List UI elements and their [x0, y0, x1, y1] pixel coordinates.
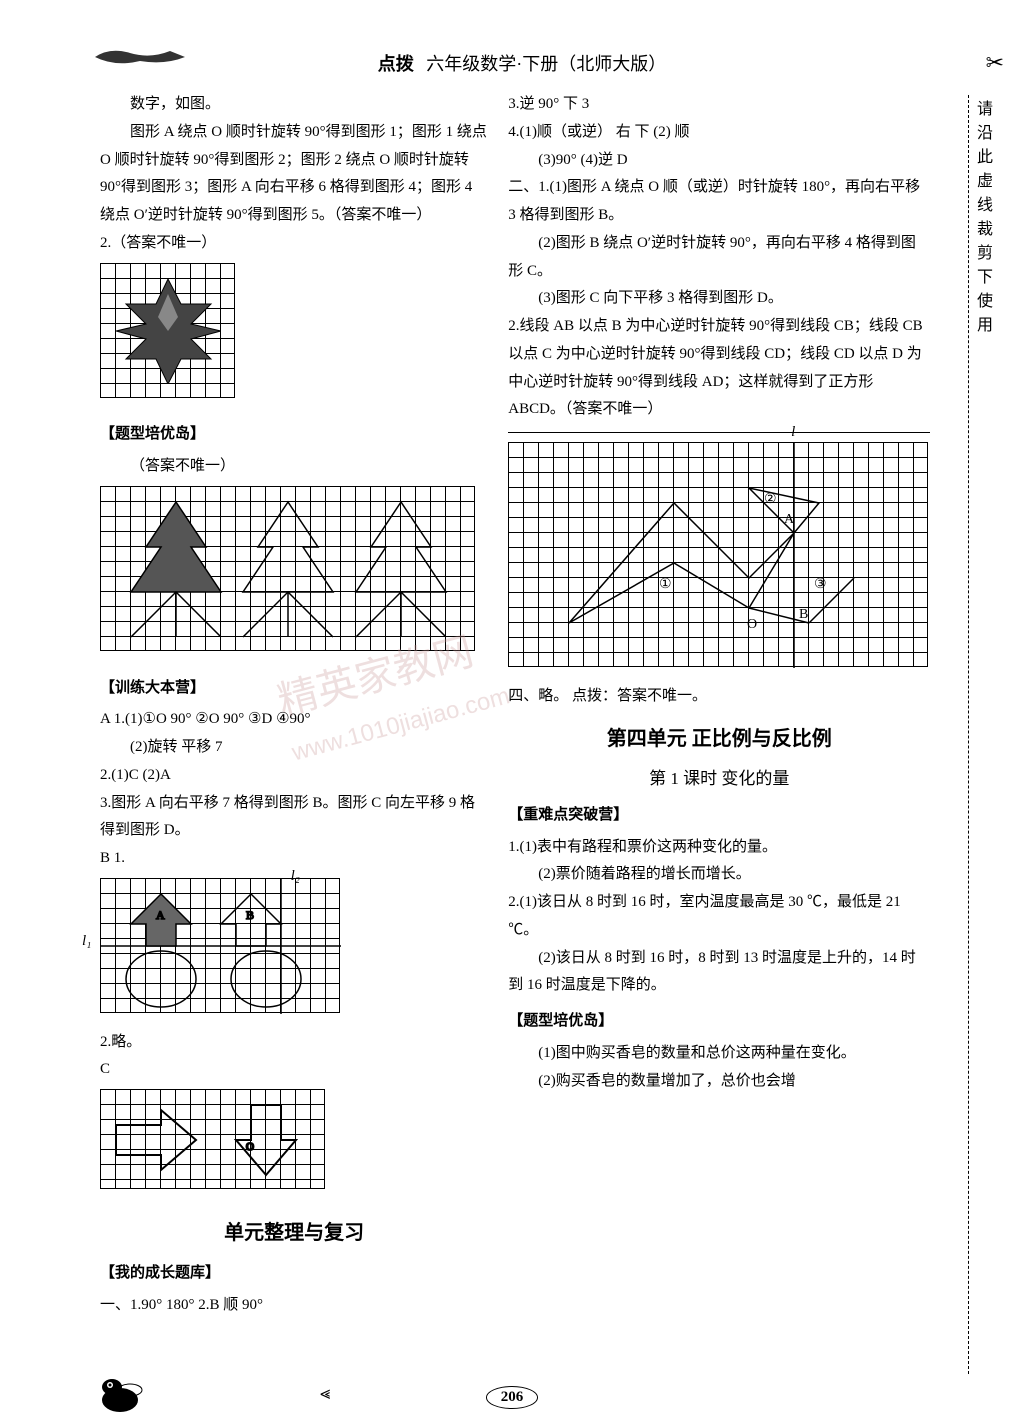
svg-text:O: O [747, 617, 757, 632]
text-line: (2)购买香皂的数量增加了，总价也会增 [508, 1068, 930, 1096]
rotation-chart-icon: A B O ① ② ③ [509, 443, 929, 668]
text-block: 图形 A 绕点 O 顺时针旋转 90°得到图形 1；图形 1 绕点 O 顺时针旋… [100, 119, 488, 230]
divider [508, 432, 930, 433]
left-column: 数字，如图。 图形 A 绕点 O 顺时针旋转 90°得到图形 1；图形 1 绕点… [100, 91, 488, 1319]
section-title: 【题型培优岛】 [100, 421, 488, 449]
svg-text:③: ③ [814, 577, 827, 592]
text-line: 四、略。 点拨：答案不唯一。 [508, 683, 930, 711]
page-number: 206 [486, 1386, 539, 1409]
text-line: 2.略。 [100, 1029, 488, 1057]
text-line: (2)旋转 平移 7 [100, 734, 488, 762]
text-line: (2)票价随着路程的增长而增长。 [508, 861, 930, 889]
text-block: 3.图形 A 向右平移 7 格得到图形 B。图形 C 向左平移 9 格得到图形 … [100, 790, 488, 846]
main-content: 数字，如图。 图形 A 绕点 O 顺时针旋转 90°得到图形 1；图形 1 绕点… [100, 91, 944, 1319]
text-line: 一、1.90° 180° 2.B 顺 90° [100, 1292, 488, 1320]
section-title: 【我的成长题库】 [100, 1260, 488, 1288]
page-header: 点拨 六年级数学·下册（北师大版） [100, 50, 944, 76]
text-block: 2.线段 AB 以点 B 为中心逆时针旋转 90°得到线段 CB；线段 CB 以… [508, 313, 930, 424]
text-line: (3)90° (4)逆 D [508, 147, 930, 175]
text-line: 2.（答案不唯一） [100, 230, 488, 258]
svg-text:O: O [246, 1141, 254, 1153]
unit-review-title: 单元整理与复习 [100, 1215, 488, 1252]
scissors-icon: ✂ [986, 50, 1004, 76]
fish-icon: ⪡ [320, 1383, 330, 1404]
text-block: (1)图中购买香皂的数量和总价这两种量在变化。 [508, 1040, 930, 1068]
text-line: 数字，如图。 [100, 91, 488, 119]
text-line: 4.(1)顺（或逆） 右 下 (2) 顺 [508, 119, 930, 147]
text-line: 1.(1)表中有路程和票价这两种变化的量。 [508, 834, 930, 862]
shapes-l1l2-icon: A B [101, 879, 341, 1014]
text-line: 2.(1)C (2)A [100, 762, 488, 790]
text-block: (2)该日从 8 时到 16 时，8 时到 13 时温度是上升的，14 时到 1… [508, 945, 930, 1001]
unit4-title: 第四单元 正比例与反比例 [508, 721, 930, 758]
grid-figure-2 [100, 486, 475, 651]
text-line: (3)图形 C 向下平移 3 格得到图形 D。 [508, 285, 930, 313]
text-block: 2.(1)该日从 8 时到 16 时，室内温度最高是 30 ℃，最低是 21 ℃… [508, 889, 930, 945]
section-title: 【题型培优岛】 [508, 1008, 930, 1036]
svg-text:A: A [156, 908, 165, 922]
side-note: 请沿此虚线裁剪下使用 [970, 100, 994, 340]
svg-text:①: ① [659, 577, 672, 592]
brand-text: 点拨 [378, 54, 414, 74]
grid-figure-1 [100, 263, 235, 398]
text-line: C [100, 1056, 488, 1084]
arrows-icon: O [101, 1090, 326, 1190]
svg-text:B: B [246, 908, 254, 922]
section-title: 【训练大本营】 [100, 675, 488, 703]
grid-figure-4: O [100, 1089, 325, 1189]
header-title: 六年级数学·下册（北师大版） [426, 54, 666, 74]
header-shape-icon [90, 45, 190, 70]
text-line: （答案不唯一） [100, 453, 488, 481]
axis-label: l₁ [82, 928, 91, 956]
right-column: 3.逆 90° 下 3 4.(1)顺（或逆） 右 下 (2) 顺 (3)90° … [508, 91, 930, 1319]
tree-pattern-icon [101, 487, 476, 652]
svg-text:②: ② [764, 492, 777, 507]
text-block: (2)图形 B 绕点 O′逆时针旋转 90°，再向右平移 4 格得到图形 C。 [508, 230, 930, 286]
arrow-star-shape-icon [116, 279, 221, 384]
text-line: A 1.(1)①O 90° ②O 90° ③D ④90° [100, 706, 488, 734]
svg-text:B: B [799, 607, 808, 622]
lesson1-title: 第 1 课时 变化的量 [508, 763, 930, 794]
bee-mascot-icon [90, 1372, 150, 1412]
svg-text:A: A [784, 512, 795, 527]
page-footer: 206 [0, 1386, 1024, 1409]
text-block: 二、1.(1)图形 A 绕点 O 顺（或逆）时针旋转 180°，再向右平移 3 … [508, 174, 930, 230]
section-title: 【重难点突破营】 [508, 802, 930, 830]
grid-figure-3: A B [100, 878, 340, 1013]
cut-line [968, 95, 969, 1374]
grid-chart-main: A B O ① ② ③ [508, 442, 928, 667]
text-line: 3.逆 90° 下 3 [508, 91, 930, 119]
